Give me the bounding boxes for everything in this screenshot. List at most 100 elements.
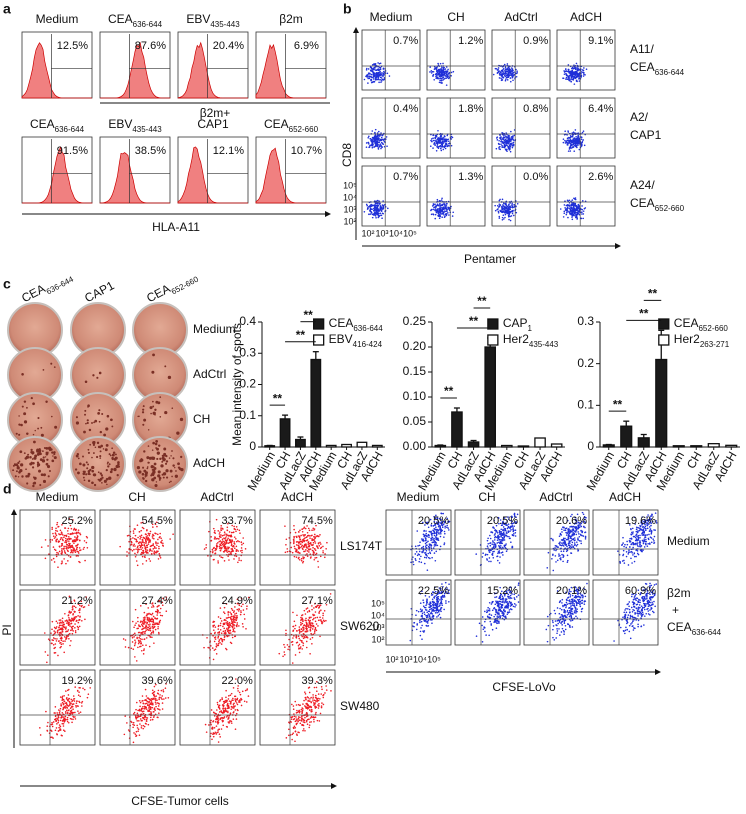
spot bbox=[171, 450, 173, 452]
cell-dot bbox=[509, 71, 511, 73]
cell-dot bbox=[154, 691, 156, 693]
cell-dot bbox=[377, 132, 379, 134]
panel-letter: c bbox=[3, 276, 11, 292]
cell-dot bbox=[46, 725, 48, 727]
cell-dot bbox=[159, 612, 161, 614]
cell-dot bbox=[435, 206, 437, 208]
cell-dot bbox=[64, 716, 66, 718]
cell-dot bbox=[510, 140, 512, 142]
cell-dot bbox=[566, 78, 568, 80]
cell-dot bbox=[500, 77, 502, 79]
cell-dot bbox=[144, 616, 146, 618]
cell-dot bbox=[135, 709, 137, 711]
cell-dot bbox=[240, 610, 242, 612]
cell-dot bbox=[139, 706, 141, 708]
cell-dot bbox=[229, 623, 231, 625]
cell-dot bbox=[240, 612, 242, 614]
cell-dot bbox=[570, 213, 572, 215]
cell-dot bbox=[52, 726, 54, 728]
spot bbox=[25, 475, 27, 477]
cell-dot bbox=[68, 614, 70, 616]
cell-dot bbox=[570, 139, 572, 141]
cell-dot bbox=[230, 642, 232, 644]
cell-dot bbox=[68, 617, 70, 619]
cell-dot bbox=[137, 547, 139, 549]
cell-dot bbox=[372, 205, 374, 207]
cell-dot bbox=[234, 547, 236, 549]
cell-dot bbox=[510, 151, 512, 153]
cell-dot bbox=[139, 531, 141, 533]
cell-dot bbox=[56, 723, 58, 725]
cell-dot bbox=[308, 622, 310, 624]
cell-dot bbox=[64, 535, 66, 537]
cell-dot bbox=[577, 135, 579, 137]
cell-dot bbox=[80, 711, 82, 713]
cell-dot bbox=[578, 78, 580, 80]
cell-dot bbox=[302, 645, 304, 647]
cell-dot bbox=[234, 627, 236, 629]
cell-dot bbox=[68, 694, 70, 696]
cell-dot bbox=[74, 698, 76, 700]
cell-dot bbox=[140, 546, 142, 548]
x-axis-label: HLA-A11 bbox=[152, 220, 200, 234]
cell-dot bbox=[314, 557, 316, 559]
cell-dot bbox=[446, 66, 448, 68]
cell-dot bbox=[231, 545, 233, 547]
cell-dot bbox=[503, 203, 505, 205]
cell-dot bbox=[507, 79, 509, 81]
spot bbox=[172, 464, 174, 466]
cell-dot bbox=[220, 622, 222, 624]
cell-dot bbox=[155, 533, 157, 535]
cell-dot bbox=[143, 648, 145, 650]
cell-dot bbox=[568, 150, 570, 152]
cell-dot bbox=[204, 548, 206, 550]
cell-dot bbox=[138, 728, 140, 730]
cell-dot bbox=[147, 717, 149, 719]
cell-dot bbox=[310, 630, 312, 632]
cell-dot bbox=[79, 540, 81, 542]
spot bbox=[152, 442, 155, 445]
bar bbox=[311, 360, 321, 448]
cell-dot bbox=[312, 625, 314, 627]
cell-dot bbox=[576, 215, 578, 217]
cell-dot bbox=[576, 218, 578, 220]
cell-dot bbox=[68, 709, 70, 711]
cell-dot bbox=[45, 711, 47, 713]
row-label-main: CEA bbox=[630, 60, 655, 74]
cell-dot bbox=[497, 205, 499, 207]
cell-dot bbox=[152, 543, 154, 545]
spot bbox=[155, 447, 157, 449]
spot bbox=[174, 467, 175, 468]
cell-dot bbox=[500, 143, 502, 145]
cell-dot bbox=[79, 547, 81, 549]
cell-dot bbox=[367, 207, 369, 209]
spot bbox=[107, 465, 109, 467]
cell-dot bbox=[77, 615, 79, 617]
cell-dot bbox=[59, 647, 61, 649]
spot bbox=[89, 469, 91, 471]
cell-dot bbox=[143, 725, 145, 727]
cell-dot bbox=[68, 638, 70, 640]
cell-dot bbox=[215, 646, 217, 648]
cell-dot bbox=[504, 209, 506, 211]
cell-dot bbox=[60, 529, 62, 531]
cell-dot bbox=[380, 143, 382, 145]
cell-dot bbox=[444, 145, 446, 147]
significance-label: ** bbox=[639, 307, 649, 321]
cell-dot bbox=[496, 209, 498, 211]
cell-dot bbox=[381, 77, 383, 79]
cell-dot bbox=[512, 73, 514, 75]
cell-dot bbox=[241, 547, 243, 549]
cell-dot bbox=[62, 617, 64, 619]
cell-dot bbox=[146, 615, 148, 617]
cell-dot bbox=[582, 139, 584, 141]
spot bbox=[83, 431, 86, 434]
cell-dot bbox=[138, 640, 140, 642]
cell-dot bbox=[140, 641, 142, 643]
cell-dot bbox=[578, 208, 580, 210]
cell-dot bbox=[68, 612, 70, 614]
cell-dot bbox=[233, 558, 235, 560]
cell-dot bbox=[438, 139, 440, 141]
cell-dot bbox=[306, 608, 308, 610]
cell-dot bbox=[68, 540, 70, 542]
